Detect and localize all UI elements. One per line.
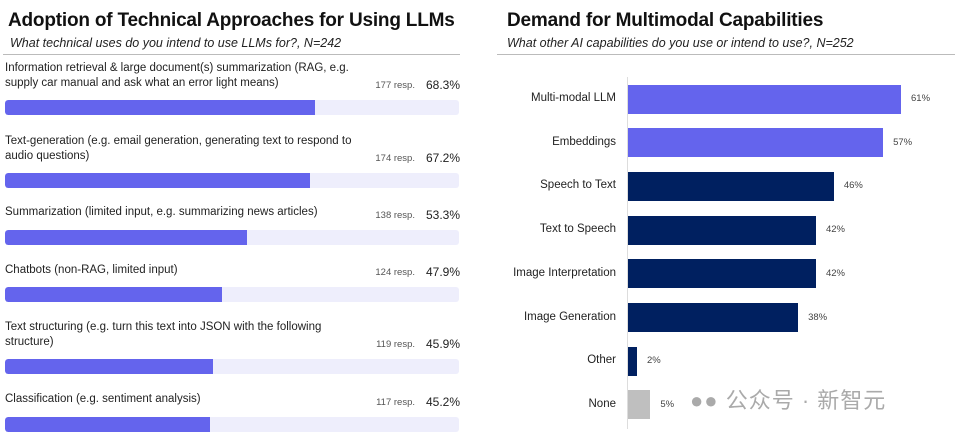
right-chart-title: Demand for Multimodal Capabilities [507,10,824,31]
bar [5,230,247,245]
response-count: 174 resp. [375,153,415,164]
bar-track [5,100,459,115]
bar [628,128,884,158]
bar [5,417,211,432]
bar-track [5,287,459,302]
bar [628,259,816,289]
percent-label: 67.2% [425,151,460,165]
y-axis-line [627,77,628,429]
percent-label: 68.3% [425,78,460,92]
data-label: 38% [808,311,828,323]
percent-label: 53.3% [425,208,460,222]
bar [5,287,223,302]
right-chart-subtitle: What other AI capabilities do you use or… [507,36,854,50]
category-label: Embeddings [552,135,616,148]
bar [5,359,214,374]
item-label: Summarization (limited input, e.g. summa… [5,206,318,218]
bar [628,390,651,420]
category-label: Image Interpretation [513,266,616,279]
percent-label: 45.9% [425,337,460,351]
data-label: 61% [911,93,931,104]
item-label: Information retrieval & large document(s… [5,62,349,89]
bar [628,303,799,332]
category-label: Other [587,354,616,367]
bar-track [5,173,459,188]
bar [628,215,816,245]
bar-track [5,417,459,432]
watermark: ●● 公众号 · 新智元 [690,388,887,413]
bar [628,84,901,114]
data-label: 46% [843,180,863,192]
data-label: 42% [825,267,845,279]
category-label: None [588,397,617,410]
bar-track [5,359,459,374]
response-count: 177 resp. [375,80,415,91]
percent-label: 47.9% [425,265,460,279]
response-count: 117 resp. [376,397,415,408]
item-label: Chatbots (non-RAG, limited input) [5,264,178,276]
item-label: Text-generation (e.g. email generation, … [5,135,352,162]
category-label: Speech to Text [540,179,616,192]
right-divider [497,54,955,55]
item-label: Text structuring (e.g. turn this text in… [5,321,322,348]
left-divider [3,54,460,55]
category-label: Multi-modal LLM [531,92,616,104]
bar [628,346,637,376]
category-label: Image Generation [523,310,616,323]
bar-track [5,230,459,245]
left-chart-subtitle: What technical uses do you intend to use… [10,36,342,50]
data-label: 57% [893,136,913,148]
category-label: Text to Speech [539,223,616,236]
response-count: 119 resp. [376,339,415,350]
bar [5,173,311,188]
response-count: 124 resp. [375,267,415,278]
data-label: 2% [646,355,661,367]
response-count: 138 resp. [375,210,415,221]
item-label: Classification (e.g. sentiment analysis) [5,393,201,405]
data-label: 5% [660,398,675,410]
left-chart-title: Adoption of Technical Approaches for Usi… [8,10,455,31]
bar [5,100,316,115]
percent-label: 45.2% [425,395,460,409]
data-label: 42% [825,224,845,236]
bar [628,171,834,201]
